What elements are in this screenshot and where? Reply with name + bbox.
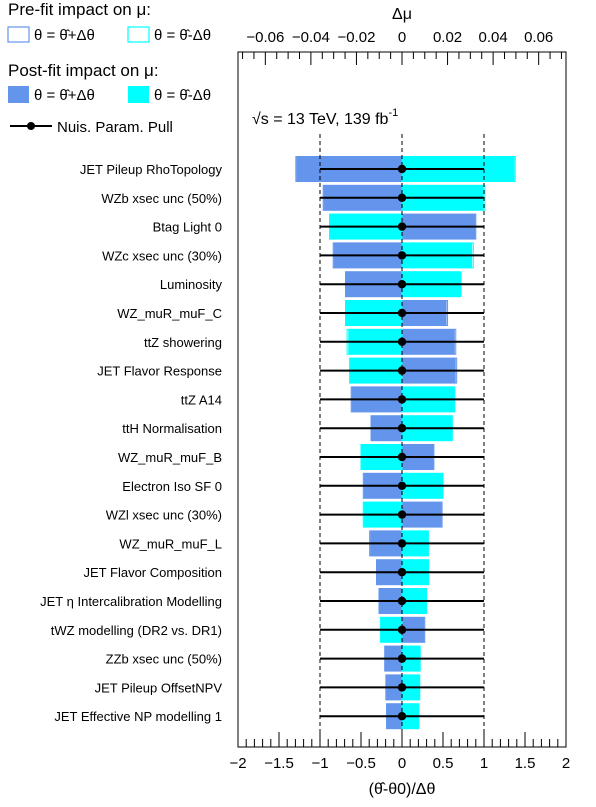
category-label: WZ_muR_muF_L [119,536,222,551]
pull-marker [397,539,407,548]
top-tick-label: −0.04 [292,29,330,46]
bottom-tick-label: −1.5 [264,755,294,772]
category-labels: JET Pileup RhoTopology WZb xsec unc (50%)… [40,162,222,724]
bottom-tick-label: 1 [480,755,488,772]
top-tick-label: −0.06 [246,29,284,46]
pull-marker [397,683,407,692]
bottom-tick-label: 0 [398,755,406,772]
pull-marker [397,568,407,577]
top-tick-label: 0.02 [433,29,462,46]
legend-prefit-up-label: θ = θ̂+Δθ [34,27,95,44]
bars-layer [295,156,516,730]
top-tick-label: 0.06 [524,29,553,46]
top-tick-label: −0.02 [337,29,375,46]
legend-pull-marker [27,122,35,130]
top-tick-label: 0.04 [479,29,508,46]
pull-marker [397,712,407,721]
bottom-axis-title: (θ̂-θ0)/Δθ [369,781,436,798]
category-label: Btag Light 0 [153,220,222,235]
pull-marker [397,596,407,606]
pull-marker [397,424,407,433]
bottom-axis: −2 −1.5 −1 −0.5 0 0.5 1 1.5 2 [229,732,570,772]
bottom-tick-label: 2 [562,755,570,772]
legend-postfit-up-swatch [8,86,29,103]
reference-lines [319,134,485,741]
legend-postfit-up-label: θ = θ̂+Δθ [34,87,95,104]
bottom-tick-label: 0.5 [433,755,454,772]
legend-prefit-title: Pre-fit impact on μ: [8,0,151,19]
pull-marker [397,366,407,375]
pull-marker [397,308,407,318]
category-label: ttZ showering [144,335,222,350]
category-label: WZc xsec unc (30%) [102,248,222,263]
legend-postfit-down-label: θ = θ̂-Δθ [154,87,211,104]
bottom-tick-label: −0.5 [346,755,376,772]
pull-marker [397,452,407,462]
category-label: WZ_muR_muF_C [117,306,222,321]
category-label: Electron Iso SF 0 [122,479,222,494]
pull-marker [397,654,407,663]
bottom-tick-label: −1 [311,755,328,772]
category-label: JET Pileup RhoTopology [80,162,223,177]
category-label: WZ_muR_muF_B [118,450,222,465]
category-label: JET Flavor Response [97,364,222,379]
pull-marker [397,481,407,490]
bottom-tick-label: −2 [229,755,246,772]
top-tick-label: 0 [398,29,406,46]
pull-marker [397,222,407,231]
category-label: WZb xsec unc (50%) [101,191,222,206]
pull-marker [397,280,407,289]
legend-postfit-title: Post-fit impact on μ: [8,61,159,80]
category-label: JET Flavor Composition [84,565,222,580]
category-label: ttH Normalisation [122,421,222,436]
category-label: WZl xsec unc (30%) [106,508,222,523]
category-label: JET η Intercalibration Modelling [40,594,222,609]
legend-pull-label: Nuis. Param. Pull [57,119,173,136]
category-label: tWZ modelling (DR2 vs. DR1) [51,623,222,638]
pull-marker [397,510,407,519]
legend-prefit-down-swatch [127,26,150,43]
pull-marker [397,337,407,346]
category-label: ttZ A14 [181,392,222,407]
pull-marker [397,251,407,260]
energy-label: √s = 13 TeV, 139 fb-1 [252,107,398,128]
energy-label-sup: -1 [388,107,398,119]
legend-postfit-down-swatch [128,86,149,103]
category-label: JET Effective NP modelling 1 [54,709,222,724]
top-axis-title: Δμ [392,6,412,23]
pulls-layer [320,164,484,721]
top-axis: −0.06 −0.04 −0.02 0 0.02 0.04 0.06 [242,29,562,65]
category-label: Luminosity [160,277,223,292]
category-label: ZZb xsec unc (50%) [106,652,222,667]
bottom-tick-label: 1.5 [515,755,536,772]
pull-marker [397,625,407,634]
pull-marker [397,193,407,202]
pull-marker [397,164,407,174]
legend-prefit-up-swatch [7,26,30,43]
pull-marker [397,395,407,404]
legend-prefit-down-label: θ = θ̂-Δθ [154,27,211,44]
category-label: JET Pileup OffsetNPV [95,680,223,695]
